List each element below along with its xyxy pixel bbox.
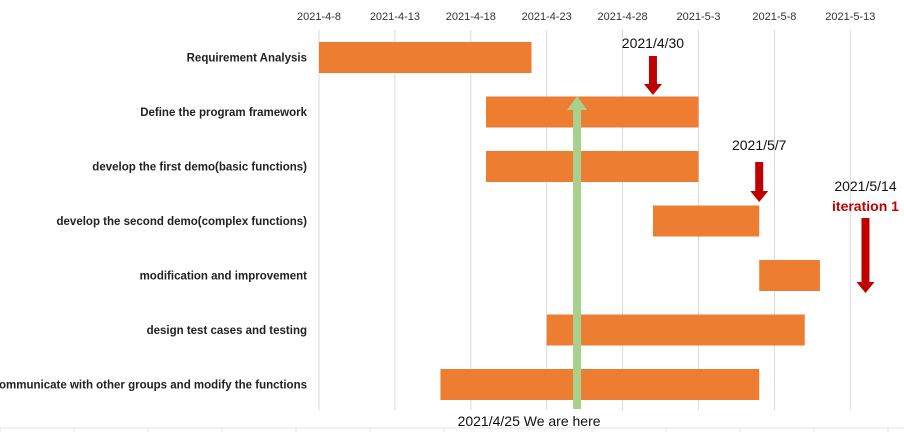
milestone-label: 2021/5/7 (732, 137, 787, 153)
task-bar (485, 96, 699, 128)
milestone-arrowhead (643, 84, 662, 95)
x-tick-label: 2021-4-23 (522, 11, 572, 23)
task-label: Define the program framework (140, 107, 307, 119)
task-label: communicate with other groups and modify… (0, 380, 307, 392)
milestone-label: 2021/5/14 (834, 178, 896, 194)
x-tick-label: 2021-5-3 (676, 11, 720, 23)
task-label: modification and improvement (140, 271, 308, 283)
current-marker-arrowhead (567, 96, 588, 110)
milestone-arrow-shaft (648, 56, 657, 84)
current-marker-label: 2021/4/25 We are here (458, 413, 601, 429)
milestone-arrowhead (856, 282, 875, 293)
milestone-arrow-shaft (755, 162, 764, 191)
task-bar (319, 42, 532, 73)
task-bar (546, 314, 805, 346)
x-tick-label: 2021-4-8 (297, 11, 341, 23)
task-bar (485, 151, 699, 182)
task-bar (759, 260, 820, 291)
task-bar (652, 205, 760, 237)
milestone-sublabel: iteration 1 (832, 198, 899, 214)
current-marker-shaft (573, 108, 582, 409)
task-label: Requirement Analysis (187, 53, 307, 65)
x-tick-label: 2021-5-8 (752, 11, 796, 23)
milestone-arrowhead (750, 191, 769, 202)
x-tick-label: 2021-4-18 (446, 11, 496, 23)
task-bar (440, 369, 760, 400)
task-label: develop the second demo(complex function… (57, 216, 308, 228)
milestone-arrow-shaft (861, 218, 870, 282)
milestone-label: 2021/4/30 (622, 35, 684, 51)
task-label: design test cases and testing (147, 325, 307, 337)
x-tick-label: 2021-5-13 (825, 11, 875, 23)
x-tick-label: 2021-4-28 (598, 11, 648, 23)
task-label: develop the first demo(basic functions) (92, 162, 307, 174)
x-tick-label: 2021-4-13 (370, 11, 420, 23)
